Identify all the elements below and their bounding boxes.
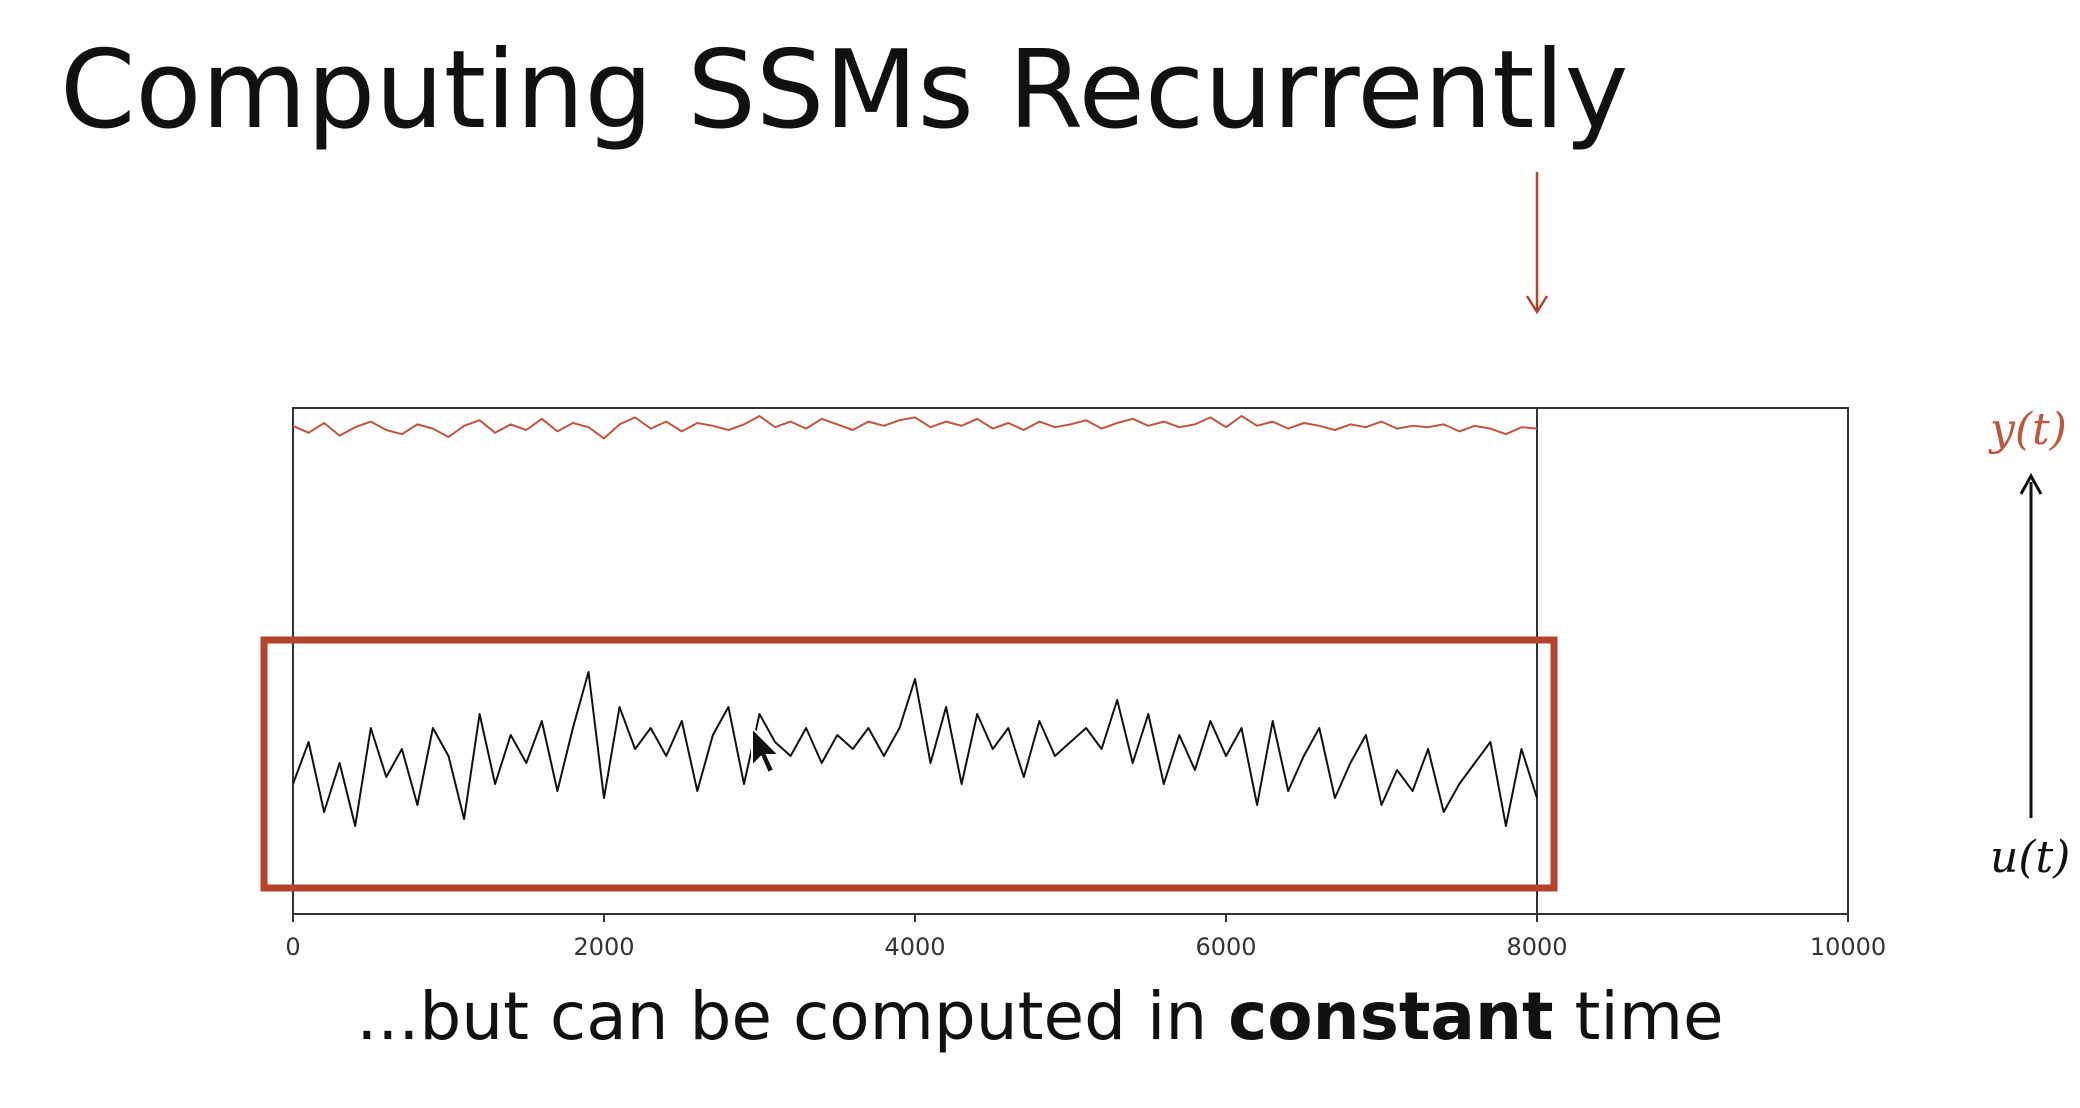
- plot-frame: [292, 407, 1849, 915]
- series-line-input: [292, 671, 1538, 827]
- series-line-output: [292, 415, 1538, 440]
- up-arrow-icon: [2019, 472, 2043, 818]
- x-axis-ticks: 0 2000 4000 6000 8000 10000: [285, 914, 1886, 961]
- x-tick-label: 0: [285, 933, 300, 961]
- x-tick-label: 6000: [1195, 933, 1256, 961]
- input-label: u(t): [1990, 832, 2071, 883]
- x-tick-label: 10000: [1810, 933, 1886, 961]
- caption-text-before: ...but can be computed in: [356, 978, 1229, 1055]
- x-tick-label: 4000: [884, 933, 945, 961]
- down-arrow-icon: [1525, 172, 1549, 315]
- input-highlight-box: [260, 636, 1558, 892]
- x-tick-label: 8000: [1506, 933, 1567, 961]
- slide-caption: ...but can be computed in constant time: [0, 978, 2080, 1055]
- mouse-cursor-icon: [751, 725, 782, 775]
- output-label: y(t): [1990, 404, 2067, 455]
- slide-title: Computing SSMs Recurrently: [60, 28, 1629, 153]
- caption-text-bold: constant: [1228, 978, 1554, 1055]
- x-tick-label: 2000: [573, 933, 634, 961]
- caption-text-after: time: [1553, 978, 1724, 1055]
